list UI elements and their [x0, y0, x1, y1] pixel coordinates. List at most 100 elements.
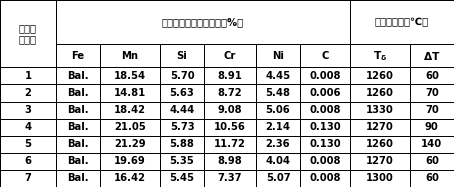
Text: Bal.: Bal.	[67, 139, 89, 149]
Bar	[56, 84, 100, 102]
Text: C: C	[321, 51, 329, 61]
Text: 5.73: 5.73	[170, 122, 194, 132]
Bar	[350, 0, 454, 44]
Text: 14.81: 14.81	[114, 88, 146, 98]
Text: 4.04: 4.04	[266, 156, 291, 166]
Text: 18.42: 18.42	[114, 105, 146, 115]
Text: 19.69: 19.69	[114, 156, 146, 166]
Bar	[204, 84, 256, 102]
Bar	[0, 136, 56, 153]
Text: 1: 1	[25, 71, 31, 81]
Text: 1260: 1260	[366, 71, 394, 81]
Bar	[350, 153, 410, 170]
Text: 1270: 1270	[366, 156, 394, 166]
Bar	[100, 84, 160, 102]
Bar	[160, 102, 204, 119]
Text: $\mathbf{\Delta T}$: $\mathbf{\Delta T}$	[423, 50, 440, 62]
Text: Mn: Mn	[122, 51, 138, 61]
Text: Bal.: Bal.	[67, 156, 89, 166]
Text: 8.98: 8.98	[217, 156, 242, 166]
Bar	[256, 170, 300, 187]
Text: 60: 60	[425, 156, 439, 166]
Bar	[204, 136, 256, 153]
Text: Bal.: Bal.	[67, 122, 89, 132]
Bar	[56, 153, 100, 170]
Text: 5.88: 5.88	[170, 139, 194, 149]
Bar	[160, 84, 204, 102]
Text: 0.130: 0.130	[309, 139, 341, 149]
Text: 16.42: 16.42	[114, 174, 146, 183]
Bar	[410, 102, 454, 119]
Text: 1260: 1260	[366, 88, 394, 98]
Bar	[100, 44, 160, 67]
Text: 18.54: 18.54	[114, 71, 146, 81]
Bar	[160, 119, 204, 136]
Text: Cr: Cr	[224, 51, 236, 61]
Bar	[0, 84, 56, 102]
Bar	[350, 136, 410, 153]
Bar	[100, 153, 160, 170]
Bar	[350, 67, 410, 84]
Bar	[300, 67, 350, 84]
Bar	[300, 102, 350, 119]
Bar	[300, 44, 350, 67]
Bar	[410, 84, 454, 102]
Bar	[56, 0, 350, 44]
Text: Bal.: Bal.	[67, 88, 89, 98]
Text: 9.08: 9.08	[218, 105, 242, 115]
Bar	[204, 102, 256, 119]
Bar	[256, 102, 300, 119]
Bar	[0, 153, 56, 170]
Bar	[0, 0, 56, 67]
Bar	[256, 67, 300, 84]
Text: 11.72: 11.72	[214, 139, 246, 149]
Bar	[0, 102, 56, 119]
Bar	[256, 153, 300, 170]
Bar	[56, 119, 100, 136]
Bar	[204, 153, 256, 170]
Bar	[160, 153, 204, 170]
Bar	[350, 170, 410, 187]
Text: 60: 60	[425, 71, 439, 81]
Bar	[0, 119, 56, 136]
Text: 5.45: 5.45	[169, 174, 194, 183]
Bar	[204, 119, 256, 136]
Bar	[256, 119, 300, 136]
Text: Si: Si	[177, 51, 188, 61]
Text: 21.05: 21.05	[114, 122, 146, 132]
Text: 4: 4	[25, 122, 31, 132]
Text: 2.36: 2.36	[266, 139, 291, 149]
Text: 60: 60	[425, 174, 439, 183]
Text: 8.91: 8.91	[217, 71, 242, 81]
Text: 5.06: 5.06	[266, 105, 291, 115]
Bar	[350, 102, 410, 119]
Bar	[100, 67, 160, 84]
Text: 7: 7	[25, 174, 31, 183]
Text: 5.35: 5.35	[170, 156, 194, 166]
Bar	[256, 84, 300, 102]
Text: 3: 3	[25, 105, 31, 115]
Bar	[100, 136, 160, 153]
Text: 实施例
的序号: 实施例 的序号	[19, 23, 37, 45]
Bar	[56, 44, 100, 67]
Text: $\mathbf{T_{\delta}}$: $\mathbf{T_{\delta}}$	[373, 49, 387, 62]
Bar	[56, 67, 100, 84]
Text: 140: 140	[421, 139, 442, 149]
Text: 5.48: 5.48	[266, 88, 291, 98]
Bar	[160, 170, 204, 187]
Bar	[204, 44, 256, 67]
Text: 7.37: 7.37	[218, 174, 242, 183]
Bar	[410, 136, 454, 153]
Bar	[100, 119, 160, 136]
Text: 5.07: 5.07	[266, 174, 291, 183]
Text: 0.008: 0.008	[310, 71, 341, 81]
Text: Fe: Fe	[72, 51, 84, 61]
Bar	[204, 170, 256, 187]
Bar	[256, 44, 300, 67]
Text: 90: 90	[425, 122, 439, 132]
Text: 2: 2	[25, 88, 31, 98]
Bar	[160, 67, 204, 84]
Bar	[350, 84, 410, 102]
Bar	[300, 119, 350, 136]
Text: 5.70: 5.70	[170, 71, 194, 81]
